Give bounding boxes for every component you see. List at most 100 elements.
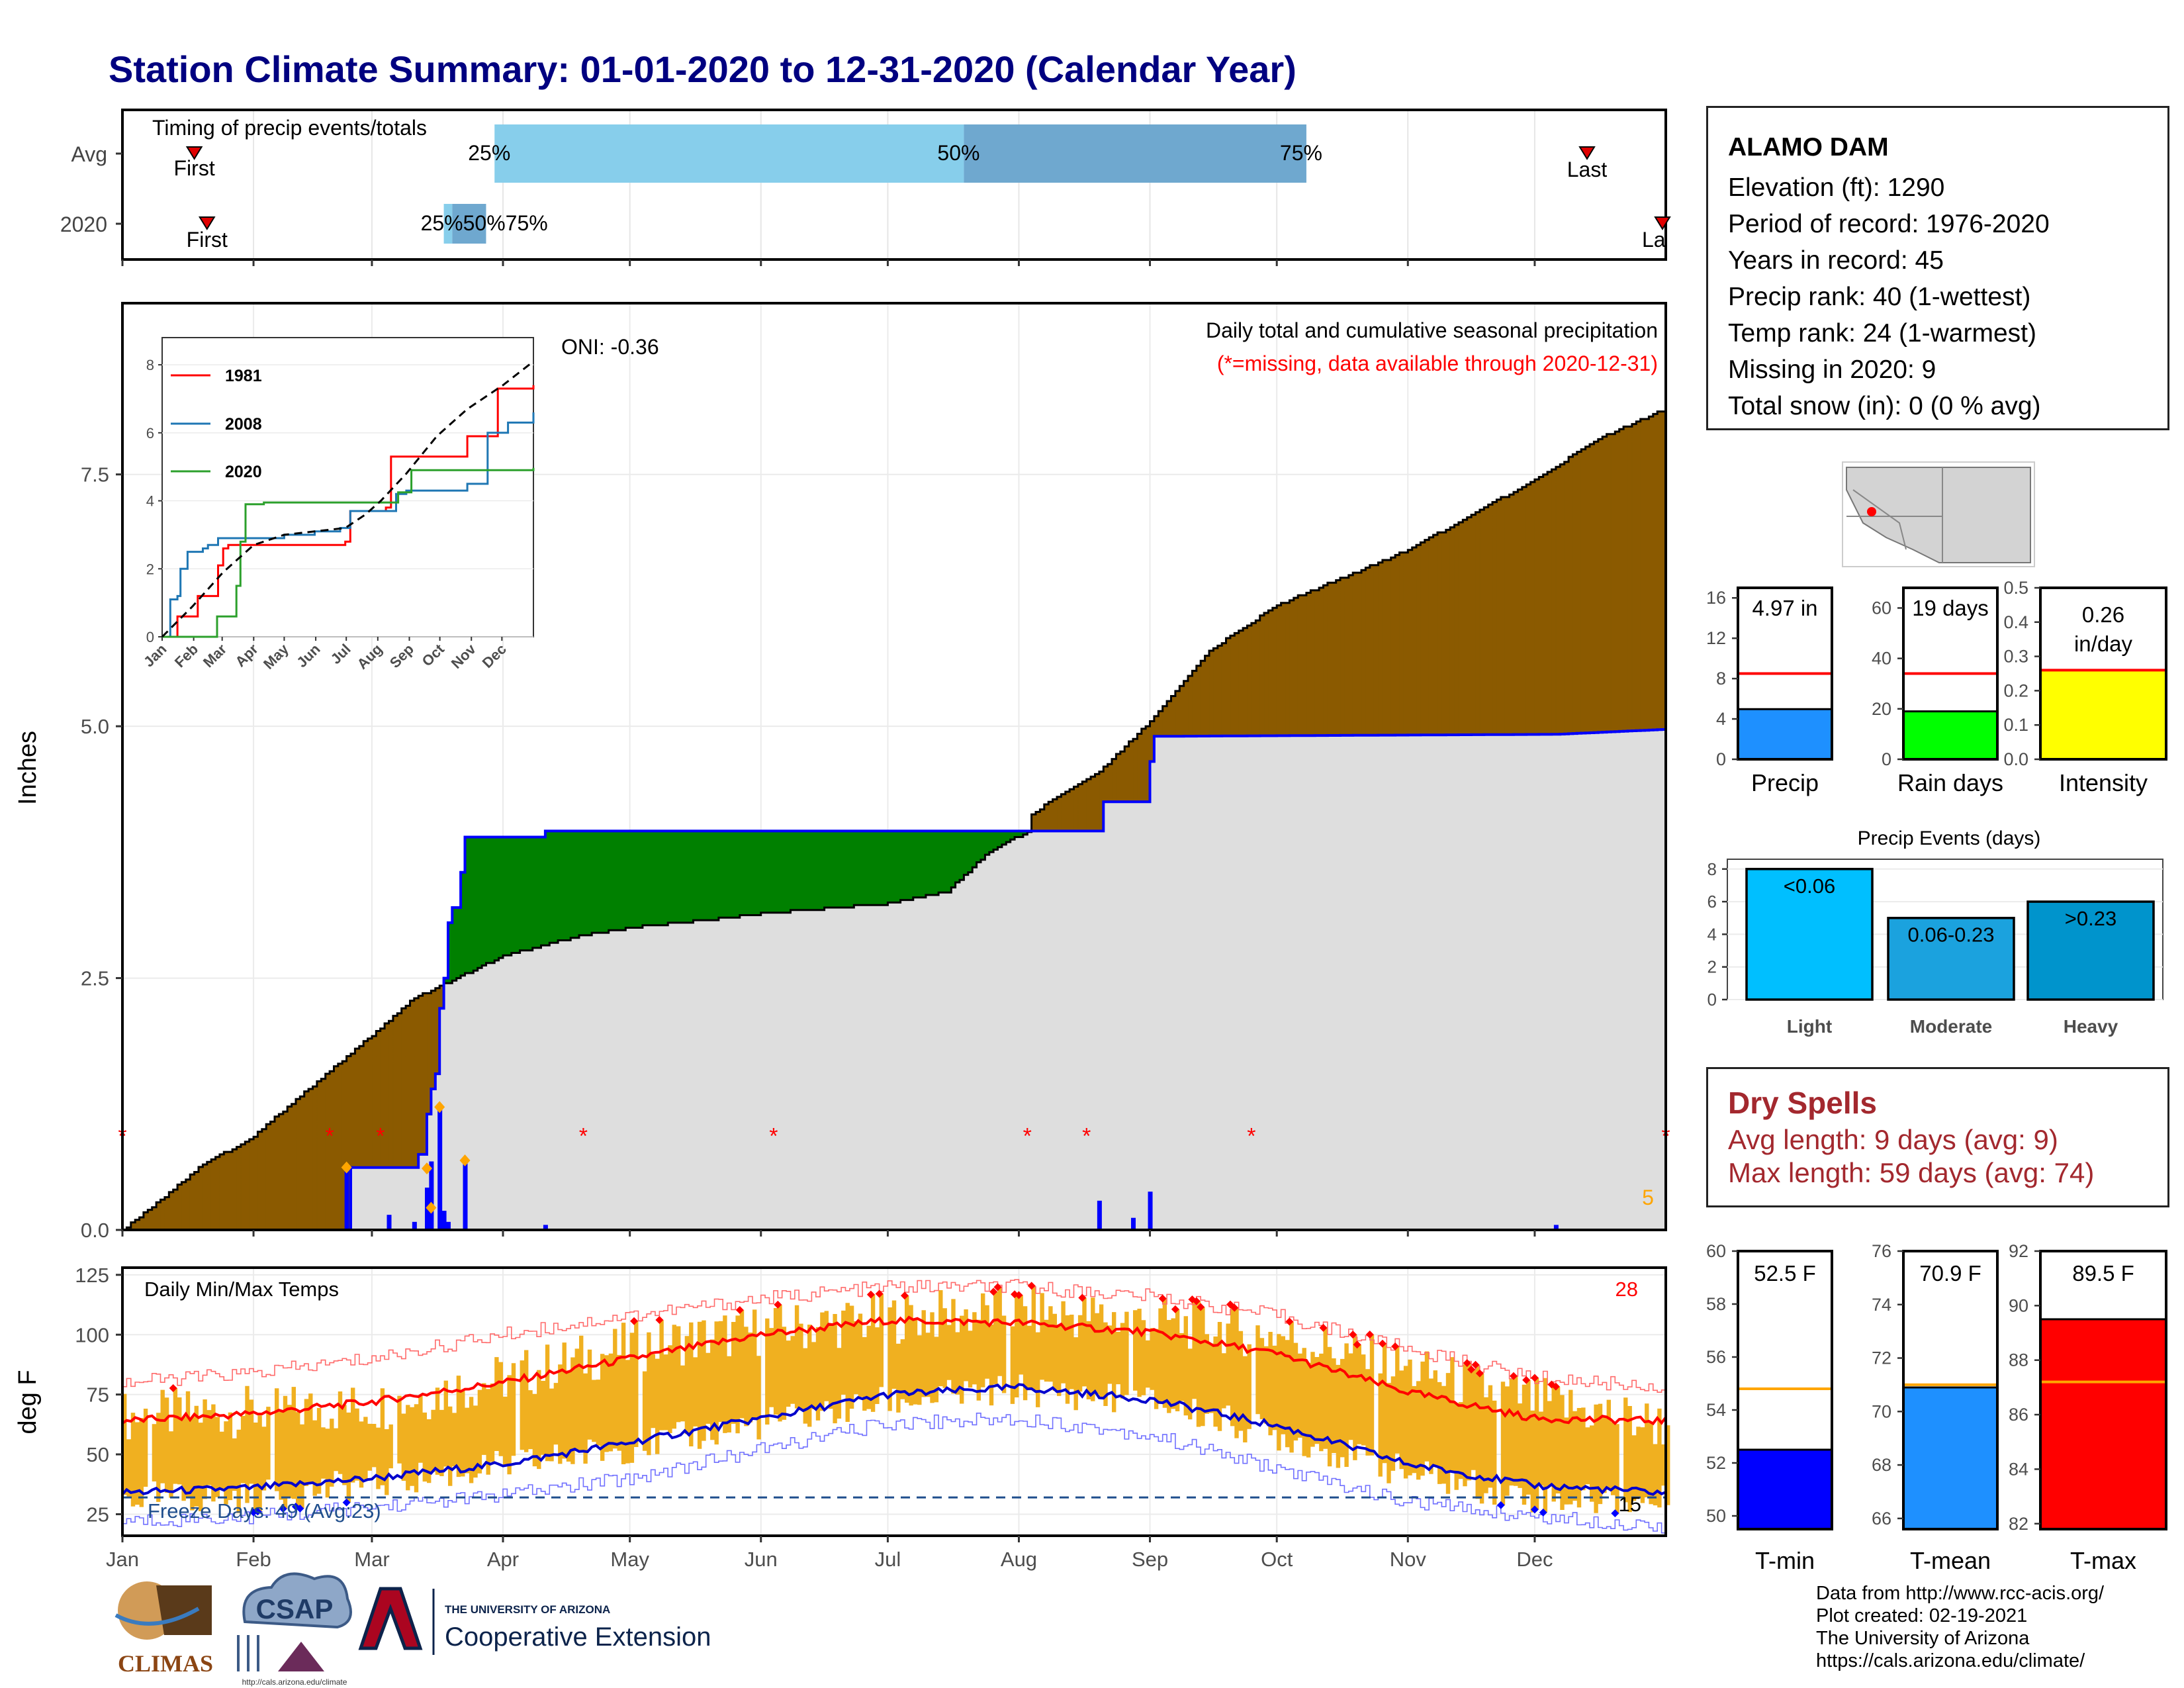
summary-value-label: 4.97 in bbox=[1752, 596, 1817, 620]
precip-max-marker bbox=[434, 1101, 445, 1113]
temps-hot-marker bbox=[169, 1384, 177, 1393]
temps-hot-marker bbox=[1353, 1340, 1361, 1349]
summary-ytick-label: 56 bbox=[1706, 1347, 1726, 1367]
temps-hot-marker bbox=[1015, 1291, 1023, 1299]
precip-oni-label: ONI: -0.36 bbox=[561, 335, 659, 359]
summary-panel-border bbox=[1737, 1250, 1833, 1530]
precip-missing-marker: * bbox=[1082, 1123, 1091, 1149]
inset-ytick-label: 4 bbox=[146, 493, 154, 510]
events-bar bbox=[2026, 900, 2155, 1001]
events-xtick-label: Light bbox=[1787, 1016, 1832, 1037]
timing-2020-last-marker bbox=[1654, 216, 1671, 230]
inset-ytick-label: 2 bbox=[146, 561, 154, 577]
timing-title: Timing of precip events/totals bbox=[152, 116, 427, 140]
summary-ytick-label: 8 bbox=[1716, 669, 1726, 688]
summary-ytick-label: 68 bbox=[1872, 1455, 1891, 1475]
temps-hot-marker bbox=[993, 1283, 1002, 1291]
summary-panel-border bbox=[1902, 1250, 1999, 1530]
summary-ytick-label: 88 bbox=[2009, 1350, 2028, 1370]
temps-xtick-label: Sep bbox=[1132, 1548, 1168, 1571]
temps-hot-marker bbox=[735, 1305, 744, 1314]
temps-xtick-label: Jun bbox=[745, 1548, 778, 1571]
temps-hot-marker bbox=[1349, 1331, 1357, 1339]
temps-hot-marker bbox=[655, 1316, 664, 1325]
daily-temps-panel: 25 50 75 100 125 Jan Feb Mar Apr May Jun Jul Aug Sep O… bbox=[14, 1264, 1670, 1571]
csap-logo-cloud bbox=[242, 1572, 352, 1629]
timing-avg-last-label: Last bbox=[1567, 158, 1608, 181]
precip-annotation-missing: (*=missing, data available through 2020-… bbox=[1217, 352, 1658, 375]
timing-2020-first-marker bbox=[198, 216, 216, 230]
events-ytick-label: 0 bbox=[1707, 990, 1717, 1009]
logos: CLIMAS CSAP http://cals.arizona.edu/climat… bbox=[114, 1572, 711, 1687]
credit-line: Data from http://www.rcc-acis.org/ bbox=[1816, 1583, 2105, 1604]
credit-line: The University of Arizona bbox=[1816, 1628, 2030, 1649]
inset-series-line bbox=[162, 467, 535, 638]
climas-logo-text: CLIMAS bbox=[118, 1650, 213, 1677]
climas-logo-wave bbox=[114, 1607, 200, 1626]
temps-freeze-label: Freeze Days: 49 (Avg:23) bbox=[148, 1499, 381, 1523]
station-name: ALAMO DAM bbox=[1728, 133, 1889, 162]
csap-logo-url: http://cals.arizona.edu/climate bbox=[242, 1677, 347, 1687]
precip-daily-bar bbox=[1148, 1192, 1153, 1230]
dry-spells-avg: Avg length: 9 days (avg: 9) bbox=[1728, 1124, 2058, 1155]
events-xtick-label: Heavy bbox=[2064, 1016, 2118, 1037]
ua-logo-a bbox=[358, 1587, 423, 1650]
summary-bar bbox=[2039, 1318, 2167, 1530]
summary-axis-label: T-mean bbox=[1910, 1547, 1991, 1574]
summary-bar bbox=[2039, 669, 2167, 761]
precip-daily-bar bbox=[429, 1161, 434, 1230]
temps-xtick-label: Feb bbox=[236, 1548, 271, 1571]
events-bar-label: >0.23 bbox=[2065, 907, 2116, 930]
inset-ytick-label: 0 bbox=[146, 629, 154, 645]
temps-hot-marker bbox=[1391, 1342, 1400, 1351]
summary-ytick-label: 0 bbox=[1882, 749, 1891, 769]
page-title: Station Climate Summary: 01-01-2020 to 1… bbox=[109, 48, 1297, 90]
precip-daily-bar bbox=[463, 1160, 468, 1230]
precip-max-marker bbox=[459, 1154, 471, 1166]
precip-summary-panels: 0 4 8 12 16 4.97 in Precip 0 20 40 60 19 days Rain d… bbox=[1706, 578, 2167, 796]
ua-logo-bottom-text: Cooperative Extension bbox=[445, 1622, 711, 1652]
precip-max-marker bbox=[426, 1201, 437, 1214]
station-missing: Missing in 2020: 9 bbox=[1728, 355, 1936, 384]
inset-series-line bbox=[162, 385, 535, 638]
temps-title: Daily Min/Max Temps bbox=[144, 1278, 339, 1301]
temps-xtick-label: Jan bbox=[106, 1548, 139, 1571]
timing-panel: Timing of precip events/totals Avg 2020 Fir… bbox=[60, 109, 1671, 266]
summary-ytick-label: 70 bbox=[1872, 1401, 1891, 1421]
temps-hot-marker bbox=[1530, 1374, 1539, 1382]
inset-frame bbox=[161, 337, 534, 637]
inset-ytick-label: 6 bbox=[146, 425, 154, 442]
summary-bar bbox=[1902, 1386, 1999, 1530]
events-bar-label: 0.06-0.23 bbox=[1908, 923, 1995, 947]
temp-summary-panels: 50 52 54 56 58 60 52.5 F T-min 66 68 70 72 74 76 70.9 … bbox=[1706, 1241, 2167, 1574]
temps-xtick-label: Dec bbox=[1516, 1548, 1553, 1571]
station-elevation: Elevation (ft): 1290 bbox=[1728, 173, 1945, 202]
dry-spells-max: Max length: 59 days (avg: 74) bbox=[1728, 1157, 2095, 1188]
ua-logo-top-text: THE UNIVERSITY OF ARIZONA bbox=[445, 1603, 610, 1616]
dry-spells-box: Dry Spells Avg length: 9 days (avg: 9) M… bbox=[1706, 1067, 2169, 1207]
summary-axis-label: T-max bbox=[2070, 1547, 2136, 1574]
temps-hot-count: 28 bbox=[1615, 1278, 1638, 1301]
csap-logo-text: CSAP bbox=[256, 1593, 334, 1624]
temps-avg-min-line bbox=[121, 1383, 1666, 1496]
map-borders bbox=[1846, 467, 1943, 563]
credit-line: https://cals.arizona.edu/climate/ bbox=[1816, 1650, 2085, 1671]
temps-ytick-label: 125 bbox=[75, 1264, 109, 1287]
timing-avg-last-marker bbox=[1578, 146, 1596, 160]
precip-missing-marker: * bbox=[1023, 1123, 1032, 1149]
dry-spells-title: Dry Spells bbox=[1728, 1086, 1877, 1120]
precip-max-marker bbox=[422, 1162, 433, 1175]
temps-hot-marker bbox=[1078, 1293, 1087, 1302]
credits: Data from http://www.rcc-acis.org/ Plot … bbox=[1816, 1582, 2104, 1672]
summary-ytick-label: 86 bbox=[2009, 1405, 2028, 1425]
timing-ylabel-2020: 2020 bbox=[60, 212, 107, 236]
temps-xtick-label: Nov bbox=[1390, 1548, 1427, 1571]
summary-value-label: in/day bbox=[2074, 632, 2133, 656]
temps-hot-marker bbox=[875, 1289, 884, 1298]
summary-ytick-label: 84 bbox=[2009, 1459, 2028, 1479]
precip-max-marker bbox=[341, 1161, 352, 1174]
temps-hot-marker bbox=[989, 1288, 998, 1296]
